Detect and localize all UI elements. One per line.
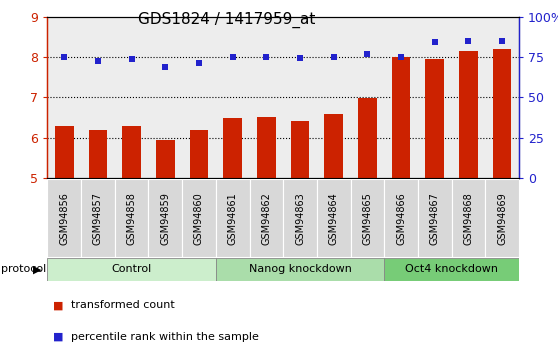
Point xyxy=(228,54,237,59)
Point xyxy=(60,55,69,60)
Bar xyxy=(81,179,115,257)
Text: GSM94858: GSM94858 xyxy=(127,192,137,245)
Point xyxy=(262,54,271,59)
Text: Oct4 knockdown: Oct4 knockdown xyxy=(405,265,498,274)
Bar xyxy=(283,17,317,178)
Bar xyxy=(317,179,350,257)
Point xyxy=(161,65,170,70)
Bar xyxy=(291,121,309,178)
Bar xyxy=(384,179,418,257)
Bar xyxy=(148,17,182,178)
Bar xyxy=(115,179,148,257)
Bar xyxy=(384,17,418,178)
Text: protocol: protocol xyxy=(1,265,46,274)
Point xyxy=(94,59,103,64)
Bar xyxy=(148,179,182,257)
Bar xyxy=(115,17,148,178)
Text: Control: Control xyxy=(112,265,152,274)
Bar xyxy=(317,17,350,178)
Bar xyxy=(283,179,317,257)
Text: GSM94865: GSM94865 xyxy=(362,192,372,245)
Text: GDS1824 / 1417959_at: GDS1824 / 1417959_at xyxy=(138,12,315,28)
Text: ▶: ▶ xyxy=(33,265,42,274)
Bar xyxy=(190,130,208,178)
Point xyxy=(127,57,136,62)
Bar xyxy=(384,258,519,281)
Point xyxy=(195,61,204,66)
Bar xyxy=(249,17,283,178)
Text: GSM94868: GSM94868 xyxy=(464,192,473,245)
Point xyxy=(464,39,473,44)
Text: ■: ■ xyxy=(53,300,64,310)
Bar xyxy=(55,126,74,178)
Text: GSM94869: GSM94869 xyxy=(497,192,507,245)
Bar xyxy=(182,17,216,178)
Text: GSM94857: GSM94857 xyxy=(93,192,103,245)
Bar xyxy=(47,179,81,257)
Point xyxy=(498,38,507,43)
Point xyxy=(329,55,338,60)
Bar xyxy=(451,17,485,178)
Bar xyxy=(392,57,410,178)
Bar xyxy=(216,17,249,178)
Point xyxy=(296,56,305,61)
Bar xyxy=(324,114,343,178)
Bar xyxy=(223,118,242,178)
Text: GSM94856: GSM94856 xyxy=(59,192,69,245)
Bar xyxy=(418,179,451,257)
Bar xyxy=(257,117,276,178)
Bar xyxy=(485,179,519,257)
Text: GSM94860: GSM94860 xyxy=(194,192,204,245)
Bar xyxy=(493,49,511,178)
Bar xyxy=(216,258,384,281)
Bar xyxy=(89,130,107,178)
Bar xyxy=(418,17,451,178)
Text: percentile rank within the sample: percentile rank within the sample xyxy=(71,332,259,342)
Text: GSM94861: GSM94861 xyxy=(228,192,238,245)
Bar xyxy=(249,179,283,257)
Text: Nanog knockdown: Nanog knockdown xyxy=(248,265,352,274)
Bar xyxy=(459,51,478,178)
Bar xyxy=(350,17,384,178)
Bar xyxy=(451,179,485,257)
Point xyxy=(363,51,372,57)
Bar xyxy=(122,126,141,178)
Text: GSM94864: GSM94864 xyxy=(329,192,339,245)
Bar xyxy=(182,179,216,257)
Text: GSM94859: GSM94859 xyxy=(160,192,170,245)
Text: GSM94862: GSM94862 xyxy=(261,192,271,245)
Bar xyxy=(358,98,377,178)
Text: transformed count: transformed count xyxy=(71,300,175,310)
Bar xyxy=(426,59,444,178)
Bar xyxy=(156,140,175,178)
Point xyxy=(430,39,439,45)
Bar xyxy=(81,17,115,178)
Bar xyxy=(47,17,81,178)
Bar xyxy=(485,17,519,178)
Text: ■: ■ xyxy=(53,332,64,342)
Bar xyxy=(350,179,384,257)
Text: GSM94867: GSM94867 xyxy=(430,192,440,245)
Bar xyxy=(47,258,216,281)
Bar xyxy=(216,179,249,257)
Point xyxy=(397,54,406,60)
Text: GSM94863: GSM94863 xyxy=(295,192,305,245)
Text: GSM94866: GSM94866 xyxy=(396,192,406,245)
